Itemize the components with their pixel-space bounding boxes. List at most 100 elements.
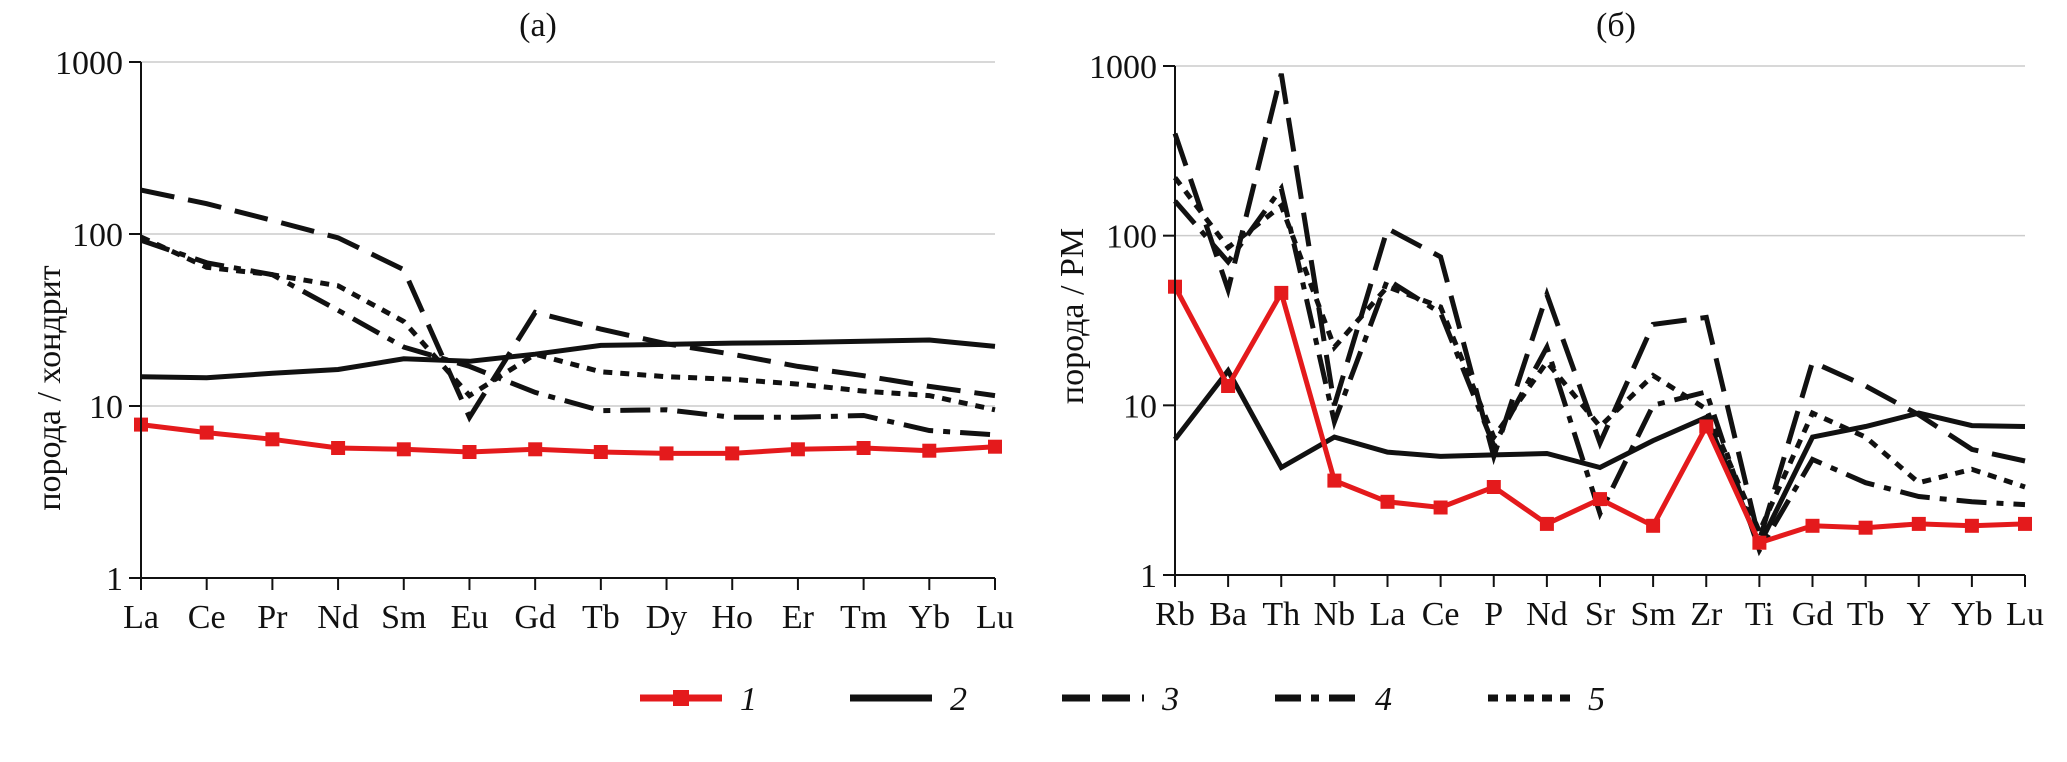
series-marker-1 xyxy=(1486,480,1501,494)
series-line-5 xyxy=(1173,176,2026,538)
series-marker-1 xyxy=(528,442,543,457)
grid-a xyxy=(141,61,995,407)
series-marker-1 xyxy=(396,442,411,457)
y-tick-label: 1000 xyxy=(55,45,123,82)
series-marker-1 xyxy=(1221,379,1236,393)
x-tick-label: Nb xyxy=(1314,596,1356,633)
series-marker-1 xyxy=(856,441,871,455)
chart-b-title: (б) xyxy=(1596,7,1636,44)
x-tick-label: Tb xyxy=(1847,596,1885,633)
series-marker-1 xyxy=(593,445,608,459)
series-line-4 xyxy=(1173,182,2026,557)
series-marker-1 xyxy=(1911,516,1926,531)
x-tick-label: Nd xyxy=(1526,596,1568,633)
chart-a-series xyxy=(134,187,1002,461)
series-marker-1 xyxy=(1593,492,1607,507)
x-tick-label: Gd xyxy=(514,599,556,636)
chart-panel-a: (a) порода / хондрит 1 10 100 1000 La Ce Pr Nd… xyxy=(31,7,1014,636)
y-tick-label: 10 xyxy=(89,389,123,426)
x-tick-label: Yb xyxy=(1951,596,1993,633)
x-tick-label: Sr xyxy=(1585,596,1616,633)
x-tick-label: Er xyxy=(782,599,815,636)
chart-a-axes xyxy=(140,62,995,579)
x-tick-label: P xyxy=(1484,596,1503,633)
series-marker-1 xyxy=(1539,516,1554,531)
series-marker-1 xyxy=(1646,518,1661,533)
legend-label-3: 3 xyxy=(1161,681,1179,718)
legend-label-5: 5 xyxy=(1588,681,1605,718)
series-marker-1 xyxy=(1327,473,1342,488)
x-tick-label: Ho xyxy=(711,599,753,636)
series-marker-1 xyxy=(462,445,477,459)
series-line-3 xyxy=(1172,73,2026,551)
x-tick-label: Dy xyxy=(646,599,688,636)
series-marker-1 xyxy=(2018,516,2032,531)
series-marker-1 xyxy=(790,442,805,457)
x-tick-label: Th xyxy=(1262,596,1300,633)
series-marker-1 xyxy=(1433,500,1448,515)
series-marker-1 xyxy=(725,446,740,461)
x-tick-label: Pr xyxy=(257,599,288,636)
chart-a-title: (a) xyxy=(519,7,557,44)
y-tick-label: 1000 xyxy=(1089,49,1157,86)
legend-label-4: 4 xyxy=(1375,681,1392,718)
series-line-5 xyxy=(139,234,996,413)
chart-b-x-ticks: Rb Ba Th Nb La Ce P Nd Sr Sm Zr Ti Gd Tb Y Yb Lu xyxy=(1155,575,2044,633)
x-tick-label: Eu xyxy=(451,599,489,636)
x-tick-label: Tm xyxy=(840,599,887,636)
chart-a-y-ticks: 1 10 100 1000 xyxy=(55,45,141,598)
y-tick-label: 10 xyxy=(1123,388,1157,425)
series-line-3 xyxy=(140,187,996,423)
x-tick-label: Gd xyxy=(1792,596,1834,633)
x-tick-label: Yb xyxy=(909,599,951,636)
legend-label-2: 2 xyxy=(950,681,967,718)
series-marker-1 xyxy=(265,432,280,447)
chart-b-y-axis-label: порода / PM xyxy=(1054,228,1091,404)
x-tick-label: Sm xyxy=(1630,596,1675,633)
series-marker-1 xyxy=(922,443,937,458)
series-marker-1 xyxy=(1380,494,1395,509)
chart-b-series xyxy=(1168,73,2032,557)
series-line-1 xyxy=(140,422,996,456)
x-tick-label: Nd xyxy=(317,599,359,636)
y-tick-label: 1 xyxy=(106,561,123,598)
legend-marker-1 xyxy=(673,690,689,706)
x-tick-label: Sm xyxy=(381,599,426,636)
series-marker-1 xyxy=(1699,419,1714,434)
chart-a-x-ticks: La Ce Pr Nd Sm Eu Gd Tb Dy Ho Er Tm Yb Lu xyxy=(123,578,1014,636)
series-marker-1 xyxy=(199,425,214,440)
series-marker-1 xyxy=(331,441,346,455)
chart-b-axes xyxy=(1174,66,2025,576)
series-marker-1 xyxy=(1858,520,1873,535)
x-tick-label: La xyxy=(123,599,159,636)
x-tick-label: Ce xyxy=(1422,596,1460,633)
x-tick-label: Ba xyxy=(1209,596,1247,633)
x-tick-label: Ce xyxy=(188,599,226,636)
series-line-2 xyxy=(140,337,996,381)
y-tick-label: 1 xyxy=(1140,558,1157,595)
series-marker-1 xyxy=(1752,535,1767,550)
chart-panel-b: (б) порода / PM 1 10 100 1000 Rb Ba Th Nb La Ce P… xyxy=(1054,7,2044,633)
series-marker-1 xyxy=(659,446,674,461)
series-marker-1 xyxy=(1805,518,1820,533)
legend: 1 2 3 4 5 xyxy=(640,681,1605,718)
series-marker-1 xyxy=(1964,518,1979,533)
y-tick-label: 100 xyxy=(1106,219,1157,256)
chart-b-y-ticks: 1 10 100 1000 xyxy=(1089,49,1175,595)
x-tick-label: La xyxy=(1370,596,1406,633)
series-line-4 xyxy=(140,237,996,438)
x-tick-label: Lu xyxy=(2006,596,2044,633)
x-tick-label: Y xyxy=(1906,596,1931,633)
series-marker-1 xyxy=(988,439,1002,454)
x-tick-label: Ti xyxy=(1745,596,1774,633)
series-line-2 xyxy=(1173,366,2026,552)
y-tick-label: 100 xyxy=(72,217,123,254)
grid-b xyxy=(1175,65,2025,407)
x-tick-label: Tb xyxy=(582,599,620,636)
legend-label-1: 1 xyxy=(740,681,757,718)
series-marker-1 xyxy=(1274,285,1289,300)
chart-a-y-axis-label: порода / хондрит xyxy=(31,265,68,510)
x-tick-label: Lu xyxy=(976,599,1014,636)
x-tick-label: Rb xyxy=(1155,596,1195,633)
